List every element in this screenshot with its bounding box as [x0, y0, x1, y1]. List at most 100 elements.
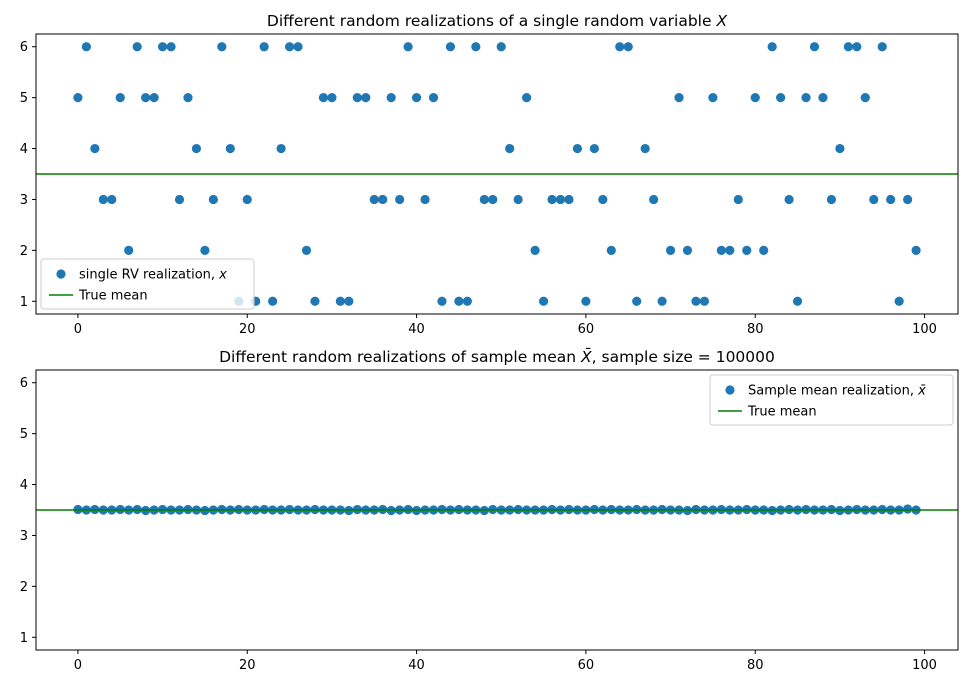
chart-1-point [513, 194, 523, 205]
chart-2-x-tick-label: 60 [578, 658, 595, 673]
chart-1-point [598, 194, 608, 205]
chart-1-point [818, 93, 828, 103]
chart-1-point [318, 93, 329, 103]
chart-1-point [411, 93, 422, 103]
chart-1-point [386, 93, 396, 103]
chart-1-points [73, 42, 921, 306]
chart-1-point [682, 245, 693, 255]
chart-1-point [403, 42, 413, 52]
chart-1-frame [35, 33, 959, 315]
chart-1-point [132, 42, 142, 52]
chart-1-point [894, 296, 904, 306]
chart-1-legend-label-points: single RV realization, x [79, 268, 227, 283]
chart-2-x-tick-label: 80 [747, 658, 764, 673]
chart-1-point [555, 194, 566, 205]
chart-1-point [284, 42, 295, 52]
chart-1-x-tick-label: 100 [912, 322, 937, 337]
chart-1-point [445, 42, 456, 52]
chart-1-y-tick: 5 [20, 91, 36, 106]
chart-1-point [835, 143, 845, 154]
chart-2-y-tick: 3 [20, 529, 36, 544]
chart-1-y-tick-label: 3 [20, 193, 28, 208]
chart-1-x-tick-label: 40 [408, 322, 425, 337]
chart-1-point [843, 42, 853, 52]
chart-2-legend-marker [725, 385, 735, 395]
chart-1-point [327, 93, 337, 103]
chart-1-x-tick-label: 20 [239, 322, 256, 337]
chart-2-x-tick: 20 [239, 650, 256, 673]
chart-1-point [428, 93, 439, 103]
chart-1-point [860, 93, 870, 103]
chart-1-point [911, 245, 921, 255]
chart-2-x-tick: 40 [408, 650, 425, 673]
chart-1-point [183, 93, 193, 103]
chart-2-y-tick-label: 2 [20, 580, 28, 595]
chart-1-point [496, 42, 506, 52]
chart-1-point [640, 143, 650, 154]
chart-1-point [352, 93, 362, 103]
chart-1-point [691, 296, 701, 306]
chart-1-legend-marker [56, 269, 66, 279]
chart-1-point [259, 42, 269, 52]
chart-1-point [437, 296, 447, 306]
chart-1-point [293, 42, 303, 52]
chart-1-point [115, 93, 125, 103]
chart-1-y-tick: 6 [20, 40, 36, 55]
chart-2-legend-label-points: Sample mean realization, x̄ [748, 384, 926, 399]
chart-1-y-tick-label: 4 [20, 142, 28, 157]
chart-2-y-tick-label: 1 [20, 631, 28, 646]
chart-2-x-tick: 60 [578, 650, 595, 673]
chart-1-y-tick: 2 [20, 244, 36, 259]
chart-2-x-tick: 0 [74, 650, 82, 673]
chart-1-point [801, 93, 811, 103]
chart-1-point [759, 245, 769, 255]
chart-1-point [157, 42, 168, 52]
chart-1-point [716, 245, 726, 255]
chart-1: 0 20 40 60 80 100 1 2 3 4 5 6 Different random reali… [20, 12, 959, 337]
chart-1-point [335, 296, 345, 306]
chart-1-point [877, 42, 887, 52]
chart-1-point [479, 194, 489, 205]
chart-1-point [767, 42, 777, 52]
chart-1-point [217, 42, 227, 52]
chart-1-y-tick-label: 5 [20, 91, 28, 106]
chart-1-point [361, 93, 371, 103]
chart-1-point [886, 194, 896, 205]
chart-1-point [665, 245, 676, 255]
chart-1-point [826, 194, 837, 205]
chart-2-frame [35, 369, 959, 651]
chart-1-x-tick: 100 [912, 314, 937, 337]
chart-1-x-tick: 60 [578, 314, 594, 337]
chart-1-point [742, 245, 752, 255]
chart-1-point [98, 194, 108, 205]
chart-1-point [623, 42, 633, 52]
chart-1-point [632, 296, 642, 306]
chart-1-point [395, 194, 405, 205]
chart-1-point [242, 194, 252, 205]
chart-2-y-tick: 2 [20, 580, 36, 595]
chart-1-point [344, 296, 354, 306]
chart-1-point [200, 245, 210, 255]
chart-1-point [471, 42, 481, 52]
chart-1-point [674, 93, 684, 103]
chart-2-y-tick-label: 4 [20, 478, 28, 493]
chart-1-point [225, 143, 235, 154]
chart-1-point [792, 296, 803, 306]
chart-2-y-tick: 6 [20, 376, 36, 391]
chart-1-point [420, 194, 430, 205]
chart-1-point [90, 143, 100, 154]
chart-1-point [649, 194, 659, 205]
chart-1-point [538, 296, 549, 306]
chart-2-x-tick-label: 20 [239, 658, 256, 673]
chart-1-point [369, 194, 379, 205]
chart-1-point [852, 42, 862, 52]
chart-2-y-tick: 4 [20, 478, 36, 493]
chart-1-point [903, 194, 913, 205]
chart-2-y-tick-label: 3 [20, 529, 28, 544]
chart-2-y-tick-label: 6 [20, 376, 28, 391]
chart-1-point [191, 143, 202, 154]
chart-1-point [124, 245, 134, 255]
chart-1-point [522, 93, 532, 103]
chart-1-point [149, 93, 159, 103]
